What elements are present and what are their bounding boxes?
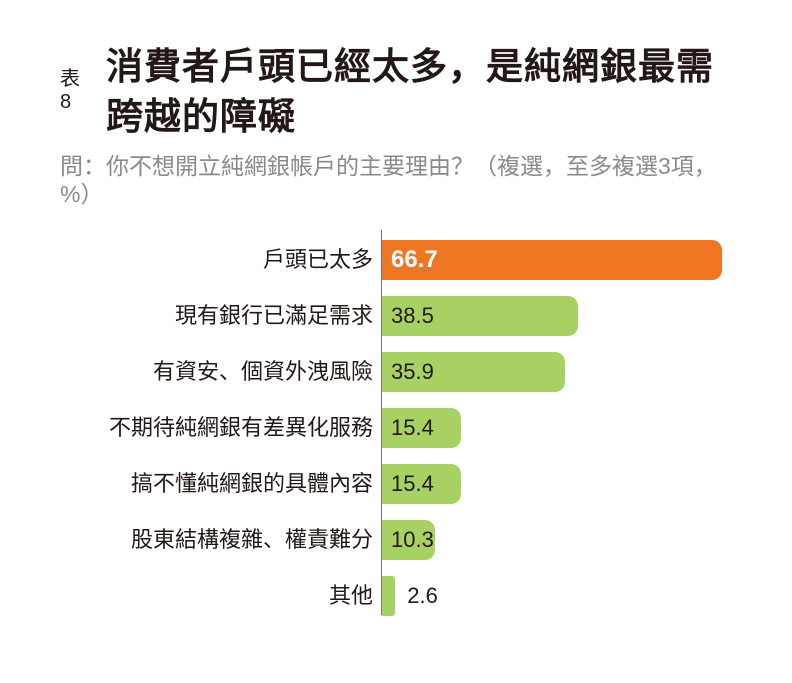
- bar: [382, 464, 461, 504]
- value-label: 35.9: [391, 359, 434, 384]
- bar-row: 現有銀行已滿足需求 38.5: [0, 296, 792, 336]
- bar: [382, 352, 566, 392]
- bar: [382, 520, 435, 560]
- value-label: 15.4: [391, 471, 434, 496]
- bar-row: 有資安、個資外洩風險 35.9: [0, 352, 792, 392]
- bar: [382, 408, 461, 448]
- bar-row: 戶頭已太多 66.7: [0, 240, 792, 280]
- bar: [382, 240, 723, 280]
- value-label: 66.7: [391, 246, 438, 273]
- table-number: 表8: [60, 68, 80, 113]
- chart-title: 消費者戶頭已經太多，是純網銀最需跨越的障礙: [106, 46, 714, 137]
- chart-subtitle: 問：你不想開立純網銀帳戶的主要理由？（複選，至多複選3項，%）: [60, 153, 717, 207]
- bar-row: 其他 2.6: [0, 576, 792, 616]
- category-label: 其他: [328, 583, 373, 608]
- category-label: 股東結構複雜、權責難分: [130, 527, 373, 552]
- category-label: 不期待純網銀有差異化服務: [108, 415, 373, 440]
- bar: [382, 296, 579, 336]
- y-axis-line: [381, 230, 382, 615]
- category-label: 現有銀行已滿足需求: [174, 303, 373, 328]
- bar-row: 搞不懂純網銀的具體內容 15.4: [0, 464, 792, 504]
- value-label: 38.5: [391, 303, 434, 328]
- value-label: 10.3: [391, 527, 434, 552]
- bar-row: 不期待純網銀有差異化服務 15.4: [0, 408, 792, 448]
- value-label: 2.6: [407, 583, 438, 608]
- category-label: 搞不懂純網銀的具體內容: [130, 471, 373, 496]
- bar: [382, 576, 396, 616]
- category-label: 戶頭已太多: [262, 247, 373, 272]
- bar-row: 股東結構複雜、權責難分 10.3: [0, 520, 792, 560]
- value-label: 15.4: [391, 415, 434, 440]
- category-label: 有資安、個資外洩風險: [152, 359, 373, 384]
